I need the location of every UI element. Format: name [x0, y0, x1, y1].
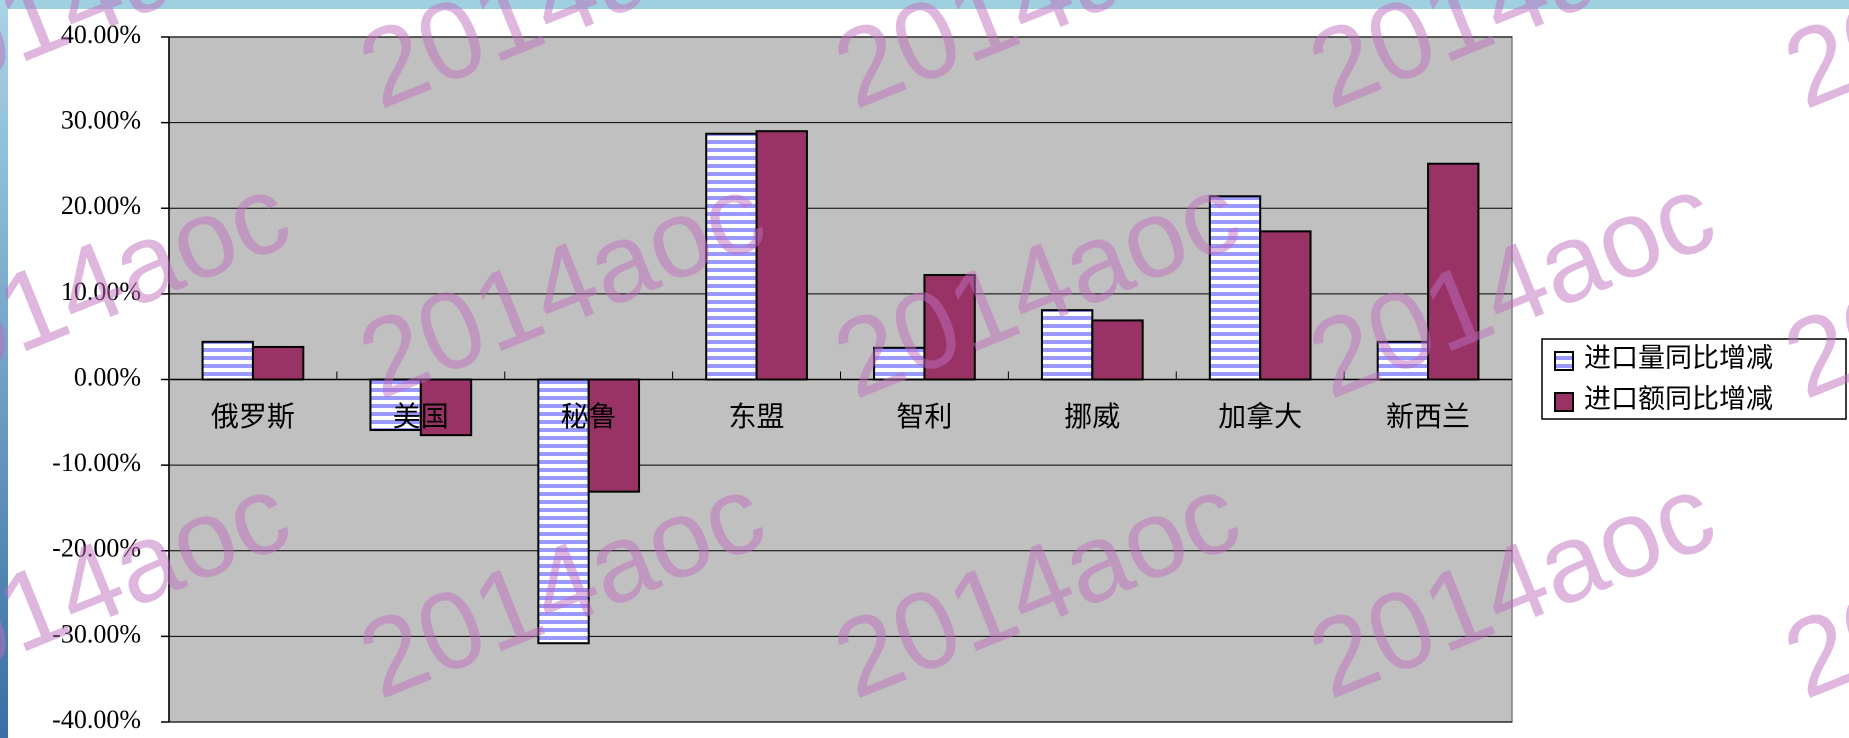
x-tick-label: 美国 [393, 401, 449, 433]
bar [755, 130, 808, 381]
legend-swatch [1554, 351, 1574, 371]
y-tick-label: -10.00% [52, 448, 141, 477]
bar [369, 378, 422, 432]
watermark: 2014aoc [1768, 450, 1849, 722]
legend-label: 进口量同比增减 [1584, 343, 1773, 373]
left-border [0, 0, 8, 738]
bar [923, 274, 976, 381]
y-tick-label: -40.00% [52, 705, 141, 734]
bar [1259, 230, 1312, 381]
y-tick-label: -30.00% [52, 619, 141, 648]
bar [201, 340, 254, 381]
bar [1091, 319, 1144, 381]
bar [251, 345, 305, 381]
bar [1208, 195, 1262, 381]
y-tick-label: 10.00% [61, 277, 141, 306]
y-tick-label: 0.00% [74, 362, 141, 391]
x-tick-label: 智利 [896, 401, 952, 433]
bar [419, 378, 473, 437]
legend-box [1541, 338, 1847, 420]
x-tick-label: 秘鲁 [561, 401, 617, 433]
x-tick-label: 挪威 [1064, 401, 1120, 433]
bar [587, 378, 641, 493]
legend-swatch [1554, 392, 1574, 412]
y-tick-label: -20.00% [52, 534, 141, 563]
top-border [0, 0, 1849, 9]
watermark: 2014aoc [1768, 0, 1849, 132]
x-tick-label: 加拿大 [1218, 401, 1302, 433]
x-tick-label: 新西兰 [1386, 401, 1470, 433]
y-tick-label: 30.00% [61, 106, 141, 135]
bar [537, 378, 590, 645]
x-tick-label: 俄罗斯 [211, 401, 295, 433]
x-tick-label: 东盟 [729, 401, 785, 433]
y-tick-label: 20.00% [61, 191, 141, 220]
legend-label: 进口额同比增减 [1584, 384, 1773, 414]
y-tick-label: 40.00% [61, 20, 141, 49]
bar [1427, 162, 1480, 381]
bar [1040, 309, 1094, 381]
